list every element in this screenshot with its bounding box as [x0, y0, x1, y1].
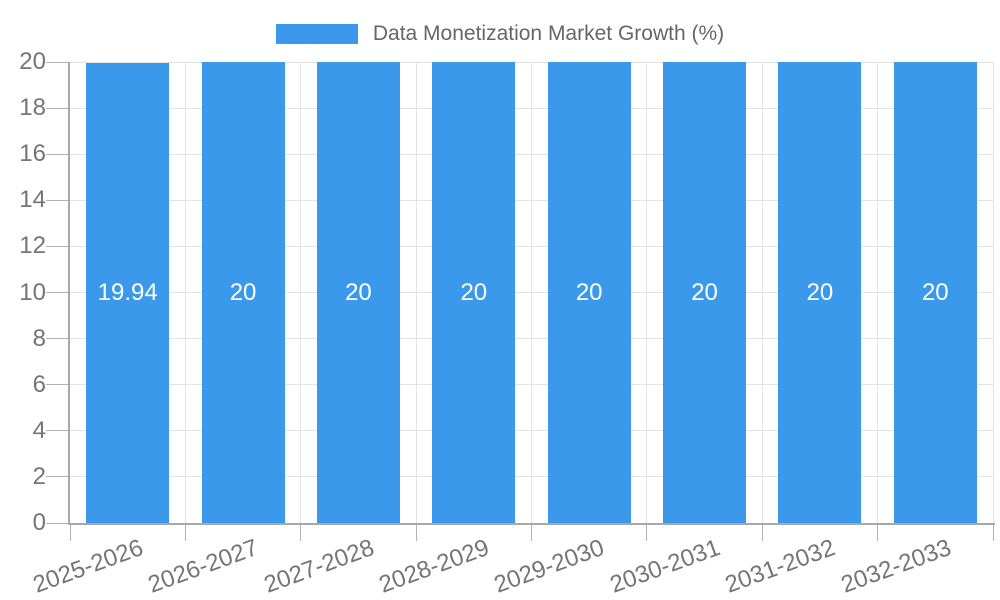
y-axis-tick-label: 20	[19, 48, 46, 75]
bar[interactable]	[201, 62, 285, 523]
x-tick-mark	[69, 523, 71, 541]
y-tick-mark	[46, 61, 70, 63]
x-tick-mark	[531, 523, 532, 541]
y-tick-mark	[46, 107, 70, 109]
y-axis-tick-label: 12	[19, 232, 46, 260]
x-axis-label: 2029-2030	[490, 534, 609, 599]
x-gridline	[992, 62, 994, 523]
legend-swatch[interactable]	[275, 24, 358, 44]
bar-value-label: 20	[691, 278, 718, 306]
x-gridline	[761, 62, 763, 523]
x-tick-mark	[300, 523, 302, 541]
y-axis-tick-label: 18	[19, 94, 46, 122]
bar-value-label: 20	[229, 278, 257, 306]
bar-value-label: 20	[460, 278, 488, 306]
x-gridline	[415, 62, 417, 523]
x-tick-mark	[415, 523, 417, 541]
bar[interactable]	[432, 62, 516, 523]
x-axis-label: 2025-2026	[29, 534, 147, 599]
y-axis-tick-label: 16	[19, 140, 46, 168]
y-tick-mark	[46, 245, 70, 247]
y-axis-line	[68, 62, 70, 523]
x-tick-mark	[646, 523, 648, 541]
x-axis-label: 2026-2027	[144, 534, 262, 599]
bar-value-label: 20	[345, 278, 372, 306]
y-axis-tick-label: 10	[19, 278, 46, 306]
bar-value-label: 19.94	[97, 279, 158, 307]
x-axis-label: 2027-2028	[260, 534, 378, 599]
y-tick-mark	[46, 384, 70, 386]
legend-label[interactable]: Data Monetization Market Growth (%)	[372, 22, 725, 45]
x-gridline	[646, 62, 648, 523]
y-tick-mark	[46, 430, 70, 432]
y-axis-tick-label: 6	[32, 370, 46, 398]
y-axis-tick-label: 0	[32, 509, 46, 536]
y-tick-mark	[46, 153, 70, 155]
y-axis-tick-label: 4	[32, 416, 46, 444]
x-gridline	[184, 62, 186, 523]
x-axis-label: 2031-2032	[721, 534, 839, 599]
bar[interactable]	[893, 62, 977, 523]
y-axis-tick-label: 2	[32, 462, 46, 490]
y-axis-tick-label: 8	[32, 324, 46, 352]
bar[interactable]	[778, 62, 862, 523]
y-axis-tick-label: 14	[19, 186, 46, 214]
x-tick-mark	[992, 523, 994, 541]
bar[interactable]	[663, 62, 747, 523]
y-tick-mark	[46, 522, 70, 524]
bar[interactable]	[86, 63, 170, 523]
x-axis-line	[68, 523, 995, 525]
x-axis-label: 2032-2033	[837, 534, 955, 599]
x-tick-mark	[184, 523, 186, 541]
x-tick-mark	[877, 523, 879, 541]
x-gridline	[877, 62, 879, 523]
x-axis-label: 2030-2031	[606, 534, 724, 599]
bar[interactable]	[547, 62, 631, 523]
y-tick-mark	[46, 476, 70, 478]
y-tick-mark	[46, 292, 70, 293]
bar-value-label: 20	[575, 278, 603, 306]
bar-value-label: 20	[921, 278, 949, 306]
x-tick-mark	[761, 523, 763, 541]
legend[interactable]: Data Monetization Market Growth (%)	[0, 20, 1000, 48]
x-axis-label: 2028-2029	[375, 534, 493, 599]
y-tick-mark	[46, 199, 70, 201]
x-gridline	[300, 62, 302, 523]
x-gridline	[531, 62, 532, 523]
y-tick-mark	[46, 338, 70, 340]
bar[interactable]	[316, 62, 400, 523]
bar-value-label: 20	[806, 278, 834, 306]
